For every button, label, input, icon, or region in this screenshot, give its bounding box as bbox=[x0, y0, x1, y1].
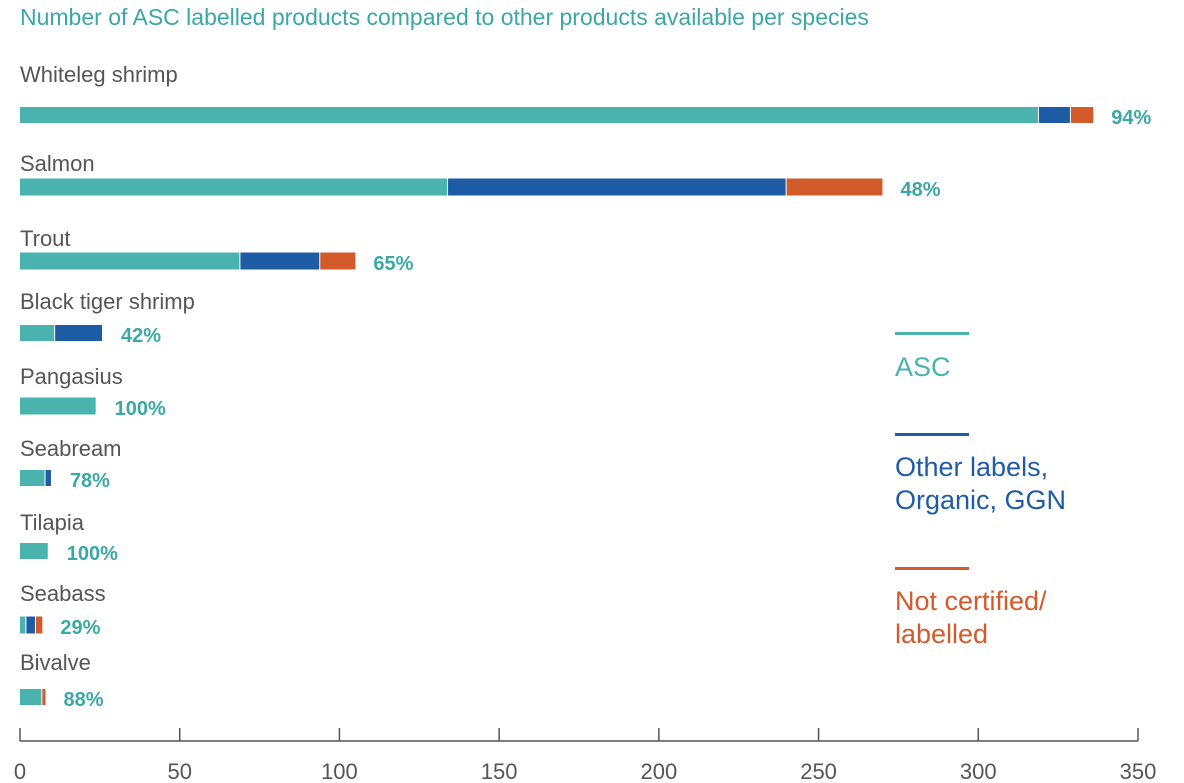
bar-segment bbox=[20, 543, 48, 559]
x-tick-label: 250 bbox=[800, 759, 837, 783]
bar-segment bbox=[786, 178, 883, 196]
legend-label-asc: ASC bbox=[895, 352, 951, 382]
bar-segment bbox=[55, 325, 103, 341]
x-tick-label: 300 bbox=[960, 759, 997, 783]
legend-line-asc bbox=[895, 332, 969, 335]
bar-segment bbox=[35, 616, 43, 634]
category-label: Trout bbox=[20, 226, 71, 251]
bar-segment bbox=[20, 325, 55, 341]
category-label: Seabream bbox=[20, 436, 122, 461]
data-label: 42% bbox=[121, 325, 161, 347]
x-tick-label: 0 bbox=[14, 759, 26, 783]
category-label: Bivalve bbox=[20, 650, 91, 675]
x-tick-label: 350 bbox=[1120, 759, 1157, 783]
bar-segment bbox=[1070, 107, 1094, 123]
category-label: Tilapia bbox=[20, 510, 85, 535]
data-label: 78% bbox=[70, 470, 110, 492]
bar-segment bbox=[20, 689, 42, 705]
bar-segment bbox=[20, 397, 96, 415]
data-label: 94% bbox=[1111, 107, 1151, 129]
bar-segment bbox=[448, 178, 786, 196]
data-label: 48% bbox=[900, 179, 940, 201]
bar-segment bbox=[20, 252, 240, 270]
legend-line-other-labels bbox=[895, 433, 969, 436]
bar-segment bbox=[45, 470, 51, 486]
bar-segment bbox=[20, 616, 26, 634]
category-label: Salmon bbox=[20, 151, 95, 176]
bar-segment bbox=[26, 616, 35, 634]
x-tick-label: 100 bbox=[321, 759, 358, 783]
legend-label-not-certified: Not certified/ labelled bbox=[895, 586, 1047, 649]
data-label: 65% bbox=[373, 253, 413, 275]
category-label: Whiteleg shrimp bbox=[20, 62, 178, 87]
bar-segment bbox=[320, 252, 356, 270]
category-label: Black tiger shrimp bbox=[20, 289, 195, 314]
bar-segment bbox=[20, 470, 45, 486]
x-tick-label: 200 bbox=[640, 759, 677, 783]
x-tick-label: 150 bbox=[481, 759, 518, 783]
category-label: Pangasius bbox=[20, 364, 123, 389]
legend-line-not-certified bbox=[895, 567, 969, 570]
x-tick-label: 50 bbox=[167, 759, 191, 783]
data-label: 100% bbox=[67, 543, 118, 565]
data-label: 100% bbox=[115, 398, 166, 420]
bar-segment bbox=[1038, 107, 1070, 123]
data-label: 29% bbox=[60, 617, 100, 639]
bar-segment bbox=[240, 252, 320, 270]
bar-segment bbox=[20, 107, 1038, 123]
legend-label-other-labels: Other labels, Organic, GGN bbox=[895, 452, 1067, 515]
bar-segment bbox=[42, 689, 46, 705]
category-label: Seabass bbox=[20, 581, 106, 606]
chart-title: Number of ASC labelled products compared… bbox=[20, 4, 869, 30]
bar-segment bbox=[20, 178, 448, 196]
data-label: 88% bbox=[64, 689, 104, 711]
